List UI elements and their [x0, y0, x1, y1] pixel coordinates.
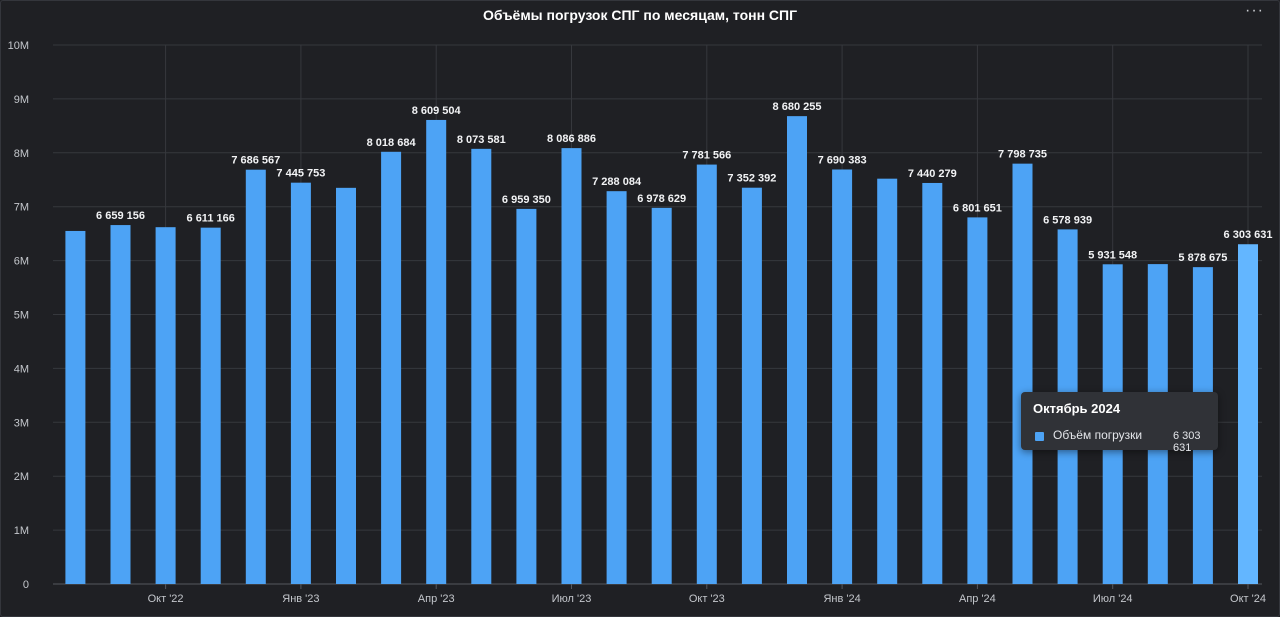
tooltip-value: 6 303 631 — [1173, 430, 1201, 454]
data-label: 8 609 504 — [412, 105, 462, 117]
bar[interactable] — [967, 217, 988, 585]
x-tick-label: Июл '23 — [552, 593, 592, 605]
bar[interactable] — [606, 191, 627, 584]
data-label: 6 578 939 — [1043, 214, 1092, 226]
data-label: 6 611 166 — [187, 213, 235, 225]
bar[interactable] — [922, 182, 943, 584]
bar[interactable] — [1012, 163, 1033, 584]
data-label: 7 288 084 — [592, 176, 642, 188]
x-tick-label: Окт '22 — [148, 593, 184, 605]
data-label: 7 686 567 — [231, 155, 280, 167]
x-tick-label: Апр '23 — [418, 593, 455, 605]
x-tick-label: Янв '24 — [823, 593, 860, 605]
data-label: 7 798 735 — [998, 149, 1047, 161]
data-label: 7 352 392 — [727, 173, 776, 185]
y-tick-label: 3M — [14, 417, 29, 429]
x-tick-label: Окт '24 — [1230, 593, 1266, 605]
data-label: 8 680 255 — [773, 101, 822, 113]
data-label: 6 978 629 — [637, 193, 686, 205]
y-tick-label: 5M — [14, 310, 29, 322]
bar[interactable] — [832, 169, 853, 585]
data-label: 6 303 631 — [1224, 229, 1273, 241]
data-label: 6 801 651 — [953, 202, 1002, 214]
data-label: 5 931 548 — [1088, 249, 1137, 261]
x-tick-label: Окт '23 — [689, 593, 725, 605]
y-tick-label: 9M — [14, 94, 29, 106]
data-label: 8 018 684 — [367, 137, 417, 149]
data-label: 7 690 383 — [818, 154, 867, 166]
bar[interactable] — [1238, 244, 1258, 584]
bar[interactable] — [651, 207, 672, 584]
bars — [65, 116, 1258, 585]
bar[interactable] — [516, 208, 537, 584]
tooltip: Октябрь 2024 Объём погрузки 6 303 631 — [1021, 392, 1218, 454]
bar[interactable] — [245, 169, 266, 585]
data-label: 7 445 753 — [276, 168, 325, 180]
x-tick-label: Апр '24 — [959, 593, 996, 605]
chart-title: Объёмы погрузок СПГ по месяцам, тонн СПГ — [482, 7, 798, 23]
x-tick-label: Июл '24 — [1093, 593, 1133, 605]
tooltip-series-swatch — [1035, 432, 1044, 441]
y-tick-label: 6M — [14, 256, 29, 268]
data-label: 7 781 566 — [682, 150, 731, 162]
bar[interactable] — [696, 164, 717, 584]
bar[interactable] — [741, 187, 762, 585]
bar[interactable] — [787, 116, 807, 585]
y-axis: 0 1M 2M 3M 4M 5M 6M 7M 8M 9M 10M — [8, 40, 29, 591]
more-options-icon[interactable]: ··· — [1245, 2, 1264, 19]
y-tick-label: 8M — [14, 148, 29, 160]
bar[interactable] — [381, 151, 402, 584]
data-label: 8 086 886 — [547, 133, 596, 145]
tooltip-title: Октябрь 2024 — [1033, 401, 1121, 416]
y-tick-label: 10M — [8, 40, 29, 52]
data-label: 8 073 581 — [457, 134, 506, 146]
bar[interactable] — [200, 227, 221, 585]
y-tick-label: 1M — [14, 525, 29, 537]
bar[interactable] — [336, 187, 356, 584]
bar[interactable] — [65, 230, 86, 584]
y-tick-label: 2M — [14, 471, 29, 483]
y-tick-label: 4M — [14, 363, 29, 375]
x-axis: Окт '22 Янв '23 Апр '23 Июл '23 Окт '23 Янв '… — [148, 584, 1266, 605]
bar[interactable] — [877, 178, 898, 584]
tooltip-series-name: Объём погрузки — [1053, 428, 1143, 442]
bar[interactable] — [155, 227, 176, 584]
bar[interactable] — [561, 148, 582, 584]
x-tick-label: Янв '23 — [282, 593, 319, 605]
data-label: 6 659 156 — [96, 210, 145, 222]
data-label: 7 440 279 — [908, 168, 957, 180]
bar[interactable] — [426, 119, 447, 585]
y-tick-label: 0 — [23, 579, 29, 591]
data-label: 6 959 350 — [502, 194, 551, 206]
bar[interactable] — [110, 225, 131, 585]
data-label: 5 878 675 — [1178, 252, 1227, 264]
bar[interactable] — [290, 182, 311, 584]
bar[interactable] — [471, 148, 492, 584]
y-tick-label: 7M — [14, 202, 29, 214]
